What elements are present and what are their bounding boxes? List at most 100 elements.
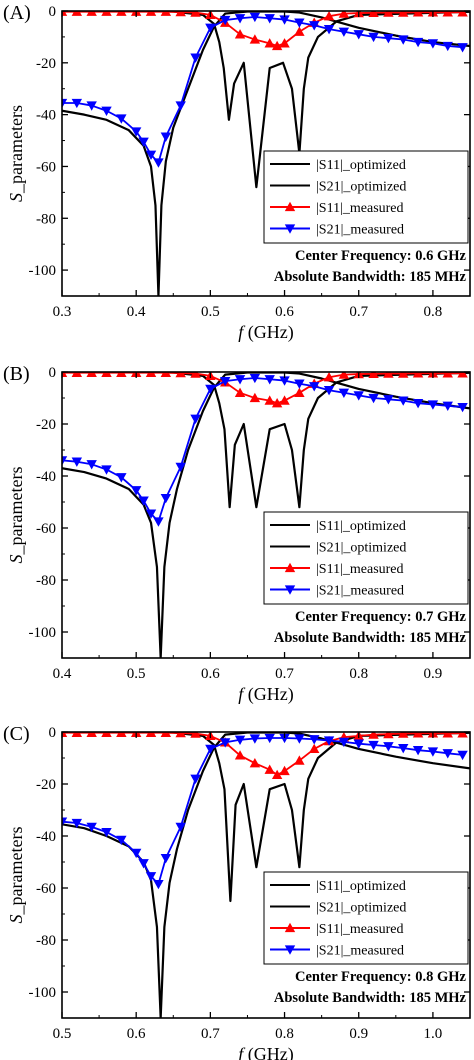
data-point bbox=[145, 509, 157, 519]
data-point bbox=[412, 11, 424, 17]
y-tick-label: -100 bbox=[29, 625, 57, 641]
data-point bbox=[457, 732, 468, 738]
data-point bbox=[160, 732, 172, 737]
data-point bbox=[294, 26, 305, 36]
series-line-2 bbox=[62, 372, 470, 658]
data-point bbox=[145, 11, 157, 16]
data-point bbox=[353, 30, 364, 40]
x-tick-label: 0.6 bbox=[201, 666, 220, 682]
data-point bbox=[116, 11, 127, 16]
x-tick-label: 0.4 bbox=[127, 304, 146, 320]
y-tick-label: -20 bbox=[36, 777, 56, 793]
data-point bbox=[368, 732, 379, 739]
x-tick-label: 0.3 bbox=[53, 304, 72, 320]
data-point bbox=[160, 493, 172, 504]
data-point bbox=[220, 15, 231, 26]
plot-area bbox=[62, 732, 470, 1018]
data-point bbox=[279, 395, 290, 405]
data-point bbox=[279, 15, 290, 25]
center-frequency-label: Center Frequency: 0.8 GHz bbox=[295, 969, 467, 985]
data-point bbox=[190, 774, 201, 784]
data-point bbox=[249, 373, 261, 384]
data-point bbox=[412, 732, 424, 738]
y-axis-label: S_parameters bbox=[6, 105, 26, 202]
data-point bbox=[62, 817, 68, 827]
data-point bbox=[442, 749, 453, 759]
data-point bbox=[338, 372, 350, 379]
data-point bbox=[138, 859, 149, 869]
panel-label: (A) bbox=[3, 2, 31, 24]
data-point bbox=[338, 11, 350, 18]
y-tick-label: -60 bbox=[36, 159, 56, 175]
data-point bbox=[153, 517, 164, 527]
y-tick-label: -80 bbox=[36, 933, 56, 949]
y-tick-label: 0 bbox=[49, 725, 57, 741]
data-point bbox=[153, 158, 164, 168]
data-point bbox=[145, 732, 157, 737]
data-point bbox=[86, 101, 97, 111]
data-point bbox=[234, 14, 246, 24]
data-point bbox=[86, 460, 97, 470]
data-point bbox=[264, 14, 275, 24]
legend-label: |S11|_measured bbox=[316, 922, 404, 937]
data-point bbox=[71, 98, 83, 109]
data-point bbox=[368, 372, 379, 378]
legend-marker bbox=[284, 224, 296, 234]
data-point bbox=[71, 372, 83, 377]
x-tick-label: 0.5 bbox=[53, 1026, 72, 1042]
data-point bbox=[264, 764, 275, 774]
data-point bbox=[101, 465, 112, 475]
data-point bbox=[383, 34, 394, 44]
data-point bbox=[323, 372, 335, 382]
y-tick-label: -100 bbox=[29, 263, 57, 279]
data-point bbox=[175, 822, 186, 833]
data-point bbox=[138, 496, 149, 506]
data-point bbox=[323, 386, 335, 396]
series-line-2 bbox=[62, 11, 470, 296]
data-point bbox=[398, 396, 409, 406]
x-tick-label: 0.7 bbox=[349, 304, 368, 320]
x-tick-label: 0.8 bbox=[424, 304, 443, 320]
x-tick-label: 0.7 bbox=[275, 666, 294, 682]
data-point bbox=[160, 132, 172, 142]
y-axis-label: S_parameters bbox=[6, 827, 26, 924]
data-point bbox=[442, 41, 453, 52]
data-point bbox=[101, 827, 112, 838]
y-tick-label: -40 bbox=[36, 108, 56, 124]
data-point bbox=[249, 34, 261, 44]
panel-label: (B) bbox=[3, 363, 30, 385]
y-tick-label: 0 bbox=[49, 365, 57, 381]
x-axis-label: f (GHz) bbox=[238, 322, 294, 343]
legend-marker bbox=[284, 922, 296, 933]
data-point bbox=[62, 456, 68, 466]
data-point bbox=[130, 127, 142, 137]
data-point bbox=[205, 744, 216, 755]
data-point bbox=[138, 137, 149, 148]
data-point bbox=[442, 401, 453, 411]
x-tick-label: 0.4 bbox=[53, 666, 72, 682]
x-tick-label: 0.9 bbox=[349, 1026, 368, 1042]
data-point bbox=[309, 382, 320, 392]
legend-marker bbox=[284, 562, 296, 573]
y-tick-label: -60 bbox=[36, 521, 56, 537]
data-point bbox=[457, 43, 468, 53]
legend: |S11|_optimized |S21|_optimized |S11|_meas… bbox=[263, 871, 469, 965]
data-point bbox=[145, 872, 157, 882]
legend-label: |S11|_measured bbox=[316, 201, 404, 216]
data-point bbox=[309, 735, 320, 745]
data-point bbox=[234, 387, 246, 397]
data-point bbox=[398, 35, 409, 45]
plot-frame bbox=[61, 371, 471, 659]
data-point bbox=[368, 11, 379, 17]
y-tick-label: -80 bbox=[36, 573, 56, 589]
x-tick-label: 0.8 bbox=[275, 1026, 294, 1042]
data-point bbox=[279, 733, 290, 744]
data-point bbox=[264, 395, 275, 405]
data-point bbox=[160, 853, 172, 864]
data-point bbox=[86, 372, 97, 377]
data-point bbox=[220, 738, 231, 748]
data-point bbox=[457, 402, 468, 413]
legend-label: |S21|_measured bbox=[316, 223, 404, 238]
x-axis-label: f (GHz) bbox=[238, 1044, 294, 1060]
